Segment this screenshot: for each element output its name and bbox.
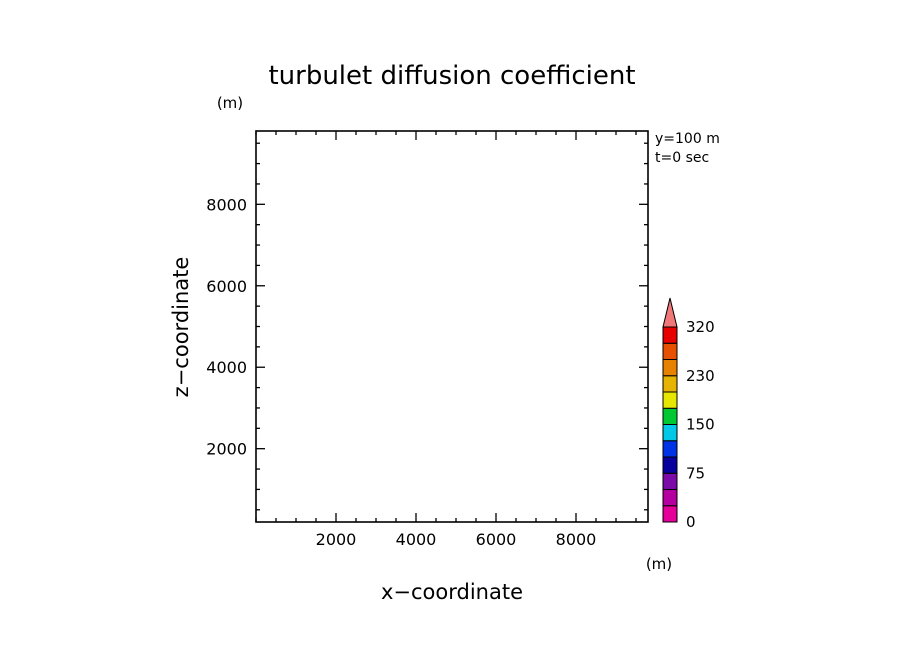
colorbar-segment [662, 391, 678, 409]
colorbar-segment [662, 505, 678, 523]
y-tick-label: 4000 [206, 358, 247, 377]
colorbar-label: 150 [686, 416, 715, 434]
colorbar-segment [662, 342, 678, 360]
x-tick-label: 2000 [316, 530, 357, 549]
x-axis-title: x−coordinate [381, 580, 523, 604]
y-tick-label: 8000 [206, 195, 247, 214]
colorbar-segment [662, 472, 678, 490]
colorbar-label: 230 [686, 367, 715, 385]
colorbar-segment [662, 456, 678, 474]
colorbar-segment [662, 359, 678, 377]
annotation-y-level: y=100 m [655, 131, 720, 147]
y-axis-title: z−coordinate [169, 257, 193, 398]
x-axis-unit: (m) [646, 555, 672, 573]
y-tick-label: 6000 [206, 277, 247, 296]
colorbar-label: 75 [686, 464, 705, 482]
colorbar-label: 320 [686, 318, 715, 336]
colorbar-label: 0 [686, 513, 696, 531]
axis-tick-labels: 2000 4000 6000 8000 2000 4000 6000 8000 [206, 195, 596, 549]
colorbar-segment [662, 440, 678, 458]
colorbar: 0 75 150 230 320 [662, 297, 715, 531]
chart-title: turbulet diffusion coefficient [268, 61, 635, 91]
y-axis-unit: (m) [217, 94, 243, 112]
x-tick-label: 6000 [476, 530, 517, 549]
colorbar-extend-arrow [662, 297, 678, 328]
colorbar-segment [662, 489, 678, 507]
annotation-time: t=0 sec [655, 150, 709, 166]
y-tick-label: 2000 [206, 440, 247, 459]
colorbar-segment [662, 407, 678, 425]
plot-area [255, 130, 649, 523]
colorbar-segment [662, 375, 678, 393]
x-tick-label: 8000 [556, 530, 597, 549]
x-tick-label: 4000 [396, 530, 437, 549]
axis-ticks [255, 131, 648, 522]
colorbar-segment [662, 424, 678, 442]
colorbar-segment [662, 326, 678, 344]
